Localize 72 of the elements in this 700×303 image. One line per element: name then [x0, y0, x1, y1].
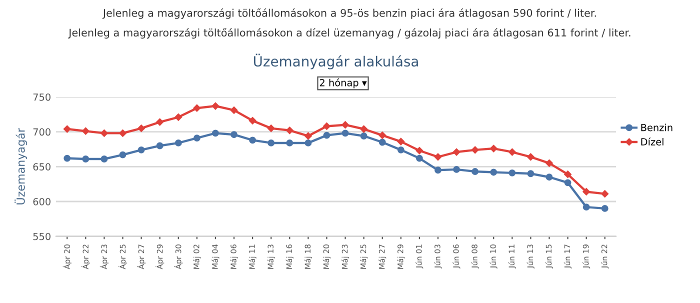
point: [397, 146, 404, 154]
point: [527, 153, 534, 161]
point: [490, 144, 498, 152]
point: [508, 169, 516, 176]
point: [601, 190, 609, 198]
point: [527, 170, 534, 178]
point: [397, 138, 405, 146]
point: [434, 153, 442, 161]
point: [416, 154, 423, 162]
y-tick-label: 600: [33, 198, 50, 206]
point: [82, 127, 90, 135]
point: [564, 170, 572, 178]
point: [582, 188, 590, 196]
point: [267, 124, 275, 132]
text: 2 hónap ▾: [320, 78, 367, 88]
point: [193, 134, 200, 142]
point: [601, 204, 608, 212]
point: [582, 204, 590, 211]
point: [472, 168, 479, 175]
point: [193, 104, 201, 112]
point: [546, 174, 553, 181]
text: Jelenleg a magyarországi töltőállomásokon a 95-ös benzin piaci ára átlagosan 590 forint / liter.: [102, 8, 596, 19]
point: [156, 118, 164, 126]
point: [546, 160, 553, 167]
point: [490, 168, 498, 176]
point: [248, 117, 256, 124]
y-tick-label: 750: [33, 93, 50, 101]
y-tick-label: 550: [33, 232, 50, 240]
y-axis-title: Üzemanyagár: [14, 128, 28, 204]
point: [119, 151, 126, 158]
point: [416, 146, 424, 154]
point: [286, 139, 294, 146]
point: [63, 125, 71, 133]
point: [434, 166, 442, 174]
point: [564, 179, 572, 186]
point: [212, 130, 219, 137]
point: [230, 131, 238, 138]
point: [230, 106, 238, 114]
point: [452, 148, 460, 156]
point: [212, 102, 220, 110]
point: [156, 142, 164, 150]
point: [286, 126, 294, 134]
point: [304, 139, 312, 146]
point: [471, 146, 479, 154]
point: [360, 132, 368, 140]
point: [138, 124, 145, 132]
point: [64, 154, 71, 162]
chart-title: Üzemanyagár alakulása: [254, 54, 418, 70]
point: [268, 139, 275, 146]
point: [342, 121, 349, 128]
point: [174, 114, 182, 121]
point: [174, 139, 182, 146]
legend-label: Dízel: [641, 138, 664, 146]
point: [138, 146, 145, 154]
point: [378, 138, 386, 146]
point: [82, 156, 90, 162]
point: [100, 130, 108, 137]
point: [249, 136, 256, 144]
point: [342, 130, 349, 137]
point: [360, 125, 368, 133]
point: [304, 132, 312, 140]
point: [119, 130, 126, 137]
y-tick-label: 700: [33, 128, 50, 136]
point: [453, 166, 460, 173]
point: [508, 148, 516, 156]
y-tick-label: 650: [33, 163, 50, 170]
point: [323, 122, 330, 130]
text: Jelenleg a magyarországi töltőállomásokon a dízel üzemanyag / gázolaj piaci ára átlagosan 611 forint / liter.: [68, 28, 630, 39]
point: [323, 132, 330, 139]
point: [378, 132, 386, 139]
point: [100, 156, 108, 162]
legend-label: Benzin: [641, 124, 672, 132]
